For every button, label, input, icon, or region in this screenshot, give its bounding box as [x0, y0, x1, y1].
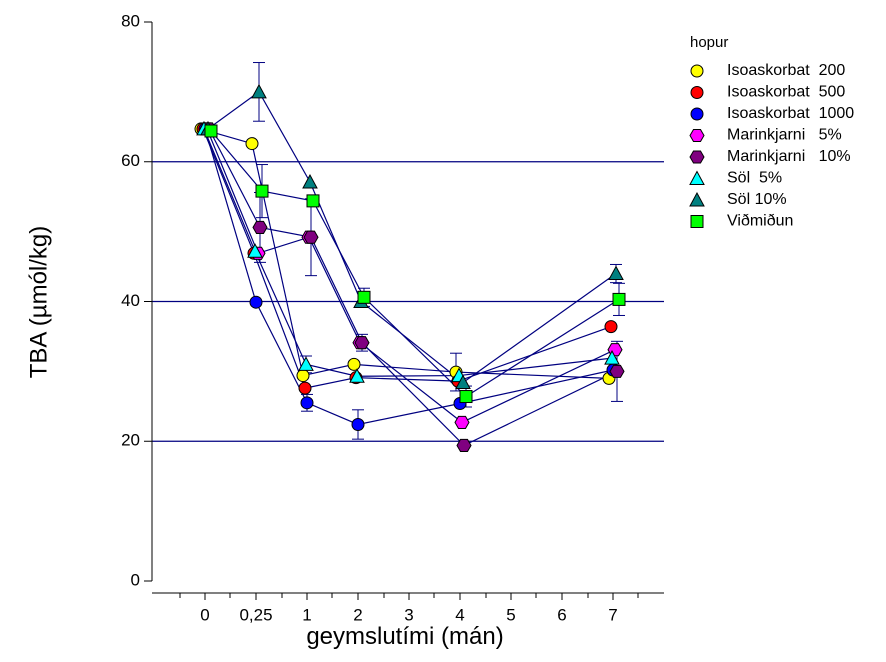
series-line — [207, 90, 617, 384]
marker-triangle — [689, 191, 705, 207]
y-ticks: 0 20 40 60 80 — [121, 11, 152, 589]
marker-square — [690, 215, 704, 228]
legend: hopur Isoaskorbat 200 Isoaskorbat 500 Isoa… — [689, 34, 854, 230]
x-tick-label: 2 — [353, 605, 362, 624]
marker-circle — [690, 86, 704, 99]
marker-triangle — [689, 170, 705, 185]
legend-entry-label: Isoaskorbat 1000 — [727, 105, 854, 122]
legend-entry-label: Isoaskorbat 200 — [727, 62, 845, 79]
y-tick-label: 80 — [121, 11, 140, 30]
marker-circle — [347, 357, 361, 371]
marker-circle — [351, 417, 365, 431]
series-line — [202, 128, 612, 389]
series-line — [206, 128, 616, 424]
marker-triangle — [298, 356, 314, 371]
marker-triangle — [247, 243, 263, 258]
marker-circle — [298, 381, 312, 395]
x-tick-label: 4 — [455, 605, 464, 624]
x-tick-label: 6 — [557, 605, 566, 624]
marker-triangle — [455, 374, 471, 390]
marker-square — [306, 194, 320, 208]
y-tick-label: 40 — [121, 291, 140, 310]
marker-circle — [604, 320, 618, 334]
marker-circle — [245, 137, 259, 151]
series-line — [204, 128, 614, 426]
legend-entry-label: Söl 10% — [727, 191, 787, 208]
legend-entry-label: Isoaskorbat 500 — [727, 84, 845, 101]
marker-triangle — [608, 265, 624, 281]
marker-triangle — [604, 350, 620, 365]
series-lines — [200, 90, 620, 447]
x-ticks: 0 0,25 1 2 3 4 5 6 7 — [179, 593, 639, 624]
marker-triangle — [251, 83, 267, 99]
x-tick-label: 7 — [608, 605, 617, 624]
marker-hexagon — [252, 220, 268, 234]
legend-entry-label: Söl 5% — [727, 170, 782, 187]
series-line — [203, 128, 613, 377]
marker-hexagon — [609, 364, 625, 378]
legend-entry-label: Marinkjarni 5% — [727, 127, 842, 144]
marker-hexagon — [689, 128, 705, 143]
series-line — [208, 128, 618, 447]
series-markers — [194, 83, 626, 453]
legend-entry-label: Viðmiðun — [727, 213, 793, 230]
y-axis-title: TBA (µmól/kg) — [25, 226, 52, 379]
marker-hexagon — [689, 150, 705, 164]
x-tick-label: 5 — [506, 605, 515, 624]
y-tick-label: 20 — [121, 431, 140, 450]
marker-square — [612, 292, 626, 306]
grid-lines — [152, 161, 664, 442]
x-tick-label: 0,25 — [239, 605, 272, 624]
axes — [151, 22, 664, 594]
marker-hexagon — [454, 415, 470, 429]
y-tick-label: 60 — [121, 151, 140, 170]
marker-hexagon — [354, 336, 370, 350]
marker-triangle — [349, 368, 365, 383]
marker-circle — [296, 369, 310, 383]
marker-square — [459, 390, 473, 404]
x-tick-label: 0 — [200, 605, 209, 624]
marker-hexagon — [456, 438, 472, 453]
marker-circle — [690, 107, 704, 121]
error-bars — [253, 62, 625, 440]
marker-square — [357, 290, 371, 304]
marker-hexagon — [303, 230, 319, 244]
x-axis-title: geymslutími (mán) — [306, 623, 503, 650]
legend-title: hopur — [690, 34, 728, 51]
x-tick-label: 1 — [302, 605, 311, 624]
marker-circle — [300, 396, 314, 410]
marker-square — [204, 124, 218, 138]
y-tick-label: 0 — [131, 570, 140, 589]
series-line — [210, 130, 620, 398]
marker-circle — [690, 64, 704, 78]
marker-circle — [249, 295, 263, 309]
marker-square — [255, 184, 269, 198]
legend-entry-label: Marinkjarni 10% — [727, 148, 851, 165]
x-tick-label: 3 — [404, 605, 413, 624]
marker-triangle — [302, 173, 318, 189]
